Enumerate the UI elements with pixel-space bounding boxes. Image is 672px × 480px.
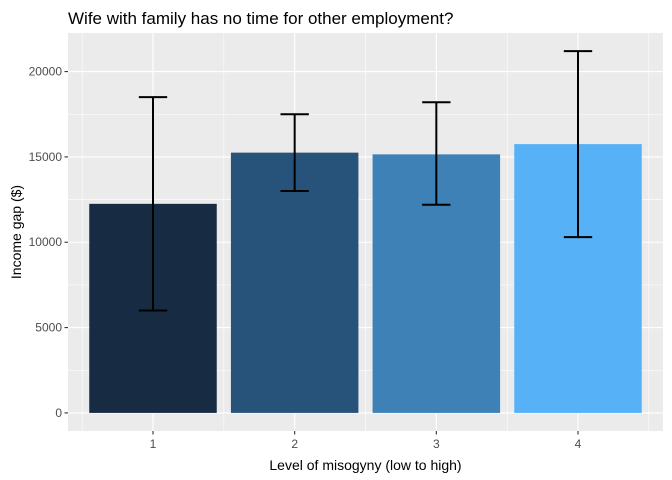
y-tick-label: 20000 (29, 65, 63, 79)
y-tick-label: 10000 (29, 235, 63, 249)
x-tick-label: 1 (150, 437, 157, 451)
error-bar (563, 50, 593, 239)
y-tick-label: 15000 (29, 150, 63, 164)
x-axis-title: Level of misogyny (low to high) (269, 457, 461, 473)
y-tick-label: 0 (55, 406, 62, 420)
x-tick-label: 4 (575, 437, 582, 451)
y-axis-title: Income gap ($) (8, 185, 24, 279)
y-tick-label: 5000 (35, 321, 62, 335)
error-bar (422, 101, 451, 206)
bars (89, 144, 642, 413)
chart-title: Wife with family has no time for other e… (68, 9, 453, 28)
error-bar (280, 113, 309, 193)
error-bars (138, 50, 593, 312)
x-axis: 1 2 3 4 (150, 431, 582, 451)
bar (230, 152, 359, 413)
x-tick-label: 3 (433, 437, 440, 451)
x-tick-label: 2 (291, 437, 298, 451)
error-bar (138, 96, 168, 312)
y-axis: 0 5000 10000 15000 20000 (29, 65, 68, 420)
